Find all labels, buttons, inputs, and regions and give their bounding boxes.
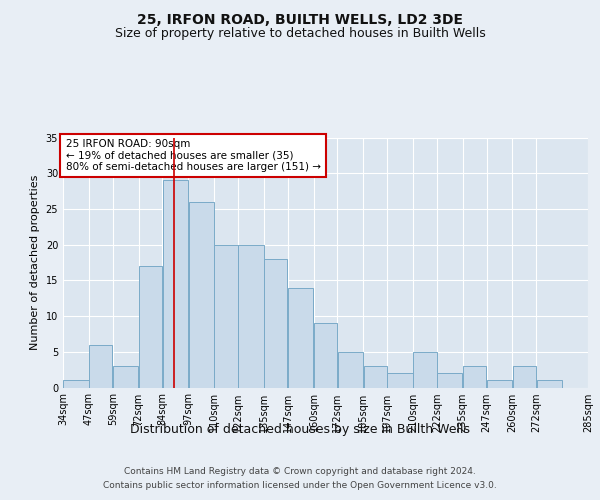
Bar <box>513 366 536 388</box>
Bar <box>63 380 89 388</box>
Bar <box>463 366 486 388</box>
Text: 25, IRFON ROAD, BUILTH WELLS, LD2 3DE: 25, IRFON ROAD, BUILTH WELLS, LD2 3DE <box>137 12 463 26</box>
Text: Distribution of detached houses by size in Builth Wells: Distribution of detached houses by size … <box>130 422 470 436</box>
Bar <box>487 380 512 388</box>
Bar <box>388 373 413 388</box>
Bar <box>238 244 263 388</box>
Bar <box>188 202 214 388</box>
Bar <box>338 352 363 388</box>
Bar <box>89 344 112 388</box>
Bar <box>314 323 337 388</box>
Bar <box>139 266 162 388</box>
Text: 25 IRFON ROAD: 90sqm
← 19% of detached houses are smaller (35)
80% of semi-detac: 25 IRFON ROAD: 90sqm ← 19% of detached h… <box>65 138 320 172</box>
Bar <box>214 244 238 388</box>
Y-axis label: Number of detached properties: Number of detached properties <box>30 175 40 350</box>
Text: Contains public sector information licensed under the Open Government Licence v3: Contains public sector information licen… <box>103 481 497 490</box>
Bar <box>364 366 387 388</box>
Bar <box>264 259 287 388</box>
Text: Contains HM Land Registry data © Crown copyright and database right 2024.: Contains HM Land Registry data © Crown c… <box>124 468 476 476</box>
Bar <box>163 180 188 388</box>
Text: Size of property relative to detached houses in Builth Wells: Size of property relative to detached ho… <box>115 28 485 40</box>
Bar <box>288 288 313 388</box>
Bar <box>113 366 138 388</box>
Bar <box>437 373 463 388</box>
Bar <box>413 352 437 388</box>
Bar <box>536 380 562 388</box>
